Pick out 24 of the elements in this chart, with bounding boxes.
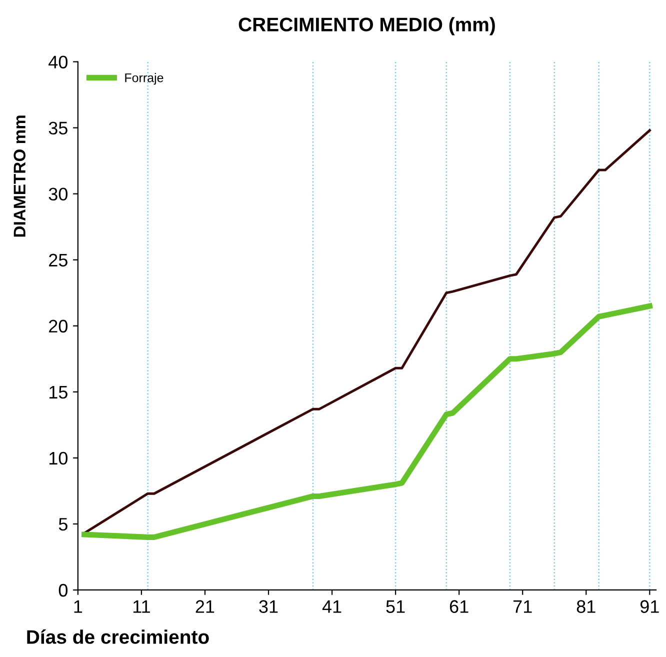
y-tick-label: 35 — [48, 122, 68, 135]
x-tick-label: 71 — [513, 600, 532, 613]
x-axis-title: Días de crecimiento — [27, 629, 209, 644]
x-tick-label: 51 — [386, 600, 405, 613]
line-series — [83, 129, 651, 534]
y-tick-label: 30 — [48, 188, 68, 201]
y-tick-label: 10 — [49, 452, 68, 465]
legend-label: Forraje — [125, 73, 164, 85]
x-tick-label: 91 — [640, 600, 659, 613]
y-tick-label: 25 — [49, 254, 68, 267]
x-tick-label: 41 — [322, 600, 342, 613]
x-tick-label: 21 — [196, 600, 214, 613]
y-tick-label: 5 — [58, 518, 68, 531]
y-tick-label: 40 — [48, 56, 68, 68]
x-tick-label: 31 — [259, 600, 278, 613]
y-tick-label: 0 — [58, 584, 68, 597]
chart-title: CRECIMIENTO MEDIO (mm) — [238, 17, 495, 36]
y-axis-title: DIAMETRO mm — [14, 116, 26, 237]
y-tick-label: 20 — [49, 320, 68, 333]
x-tick-label: 11 — [133, 600, 150, 613]
x-tick-label: 1 — [74, 600, 82, 613]
y-tick-label: 15 — [49, 386, 68, 399]
x-tick-label: 81 — [576, 600, 596, 613]
x-tick-label: 61 — [450, 600, 468, 613]
